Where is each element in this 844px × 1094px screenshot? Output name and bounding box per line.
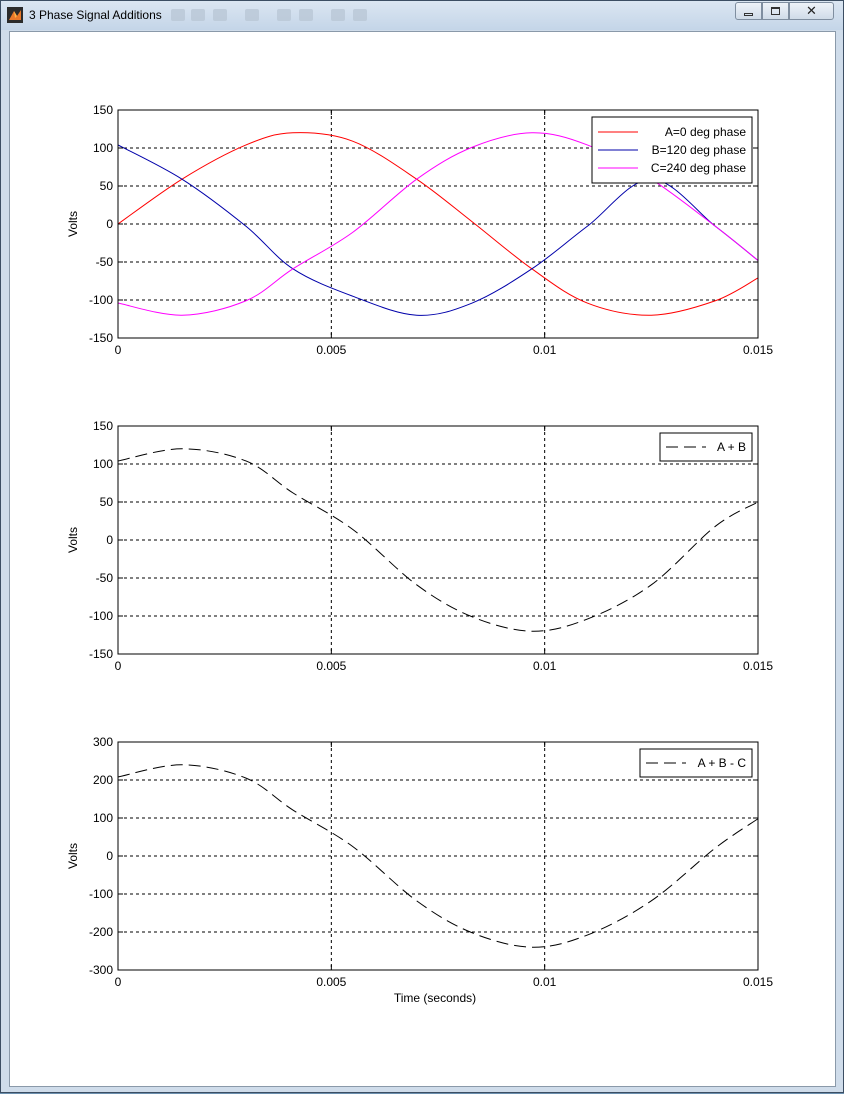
x-tick-label: 0.005 [316,343,346,357]
legend-icon[interactable] [299,9,313,21]
y-tick-label: -50 [96,571,114,585]
y-tick-label: 150 [93,103,113,117]
y-tick-label: 0 [106,533,113,547]
legend-box [639,748,753,778]
x-tick-label: 0 [115,659,122,673]
x-tick-label: 0.005 [316,659,346,673]
hide-plot-tools-icon[interactable] [331,9,345,21]
window-title: 3 Phase Signal Additions [29,8,162,22]
legend-entry: B=120 deg phase [652,143,747,157]
legend-entry: A=0 deg phase [665,125,746,139]
x-tick-label: 0.01 [533,659,557,673]
series-line-1 [117,448,759,632]
x-tick-label: 0.01 [533,343,557,357]
y-tick-label: -50 [96,255,114,269]
y-axis-label: Volts [66,211,80,237]
axes-3: 0 0.005 0.01 0.015 300 200 100 0 -100 -200 -300 Vol… [66,735,773,1005]
y-tick-label: 50 [100,495,114,509]
x-tick-label: 0 [115,975,122,989]
y-tick-label: -100 [89,609,113,623]
y-tick-label: 0 [106,217,113,231]
minimize-button[interactable] [735,2,762,20]
legend[interactable]: A + B - C [639,748,753,778]
pan-icon[interactable] [191,9,205,21]
maximize-icon [771,7,780,15]
series-line-1 [117,764,759,948]
y-tick-label: 100 [93,811,113,825]
maximize-button[interactable] [762,2,789,20]
y-tick-label: -150 [89,331,113,345]
title-bar[interactable]: 3 Phase Signal Additions ✕ [1,1,843,30]
y-tick-label: 150 [93,419,113,433]
x-tick-label: 0.005 [316,975,346,989]
close-icon: ✕ [806,3,817,18]
y-axis-label: Volts [66,527,80,553]
x-tick-label: 0.015 [743,975,773,989]
show-plot-tools-icon[interactable] [353,9,367,21]
x-tick-label: 0.015 [743,343,773,357]
x-tick-label: 0.015 [743,659,773,673]
axes-2: 0 0.005 0.01 0.015 150 100 50 0 -50 -100 -150 Volts… [66,419,773,673]
x-tick-label: 0.01 [533,975,557,989]
y-tick-label: 300 [93,735,113,749]
rotate-icon[interactable] [213,9,227,21]
y-tick-label: 100 [93,141,113,155]
y-tick-label: 50 [100,179,114,193]
legend-entry: A + B - C [698,756,747,770]
y-axis-label: Volts [66,843,80,869]
matlab-icon [7,7,23,23]
legend-entry: A + B [717,440,746,454]
y-tick-label: -100 [89,293,113,307]
legend-entry: C=240 deg phase [651,161,746,175]
y-tick-label: 0 [106,849,113,863]
y-tick-label: 200 [93,773,113,787]
y-tick-label: -100 [89,887,113,901]
y-tick-label: -200 [89,925,113,939]
legend[interactable]: A + B [659,432,753,462]
colorbar-icon[interactable] [277,9,291,21]
zoom-in-icon[interactable] [171,9,185,21]
data-cursor-icon[interactable] [245,9,259,21]
x-axis-label: Time (seconds) [394,991,476,1005]
y-tick-label: -150 [89,647,113,661]
close-button[interactable]: ✕ [789,2,834,20]
y-tick-label: 100 [93,457,113,471]
minimize-icon [744,12,753,16]
y-tick-label: -300 [89,963,113,977]
legend[interactable]: A=0 deg phase B=120 deg phase C=240 deg ph… [591,116,753,184]
x-tick-label: 0 [115,343,122,357]
axes-1: 0 0.005 0.01 0.015 150 100 50 0 -50 -100 -150 Volts… [66,103,773,357]
series-line-1 [117,132,759,316]
